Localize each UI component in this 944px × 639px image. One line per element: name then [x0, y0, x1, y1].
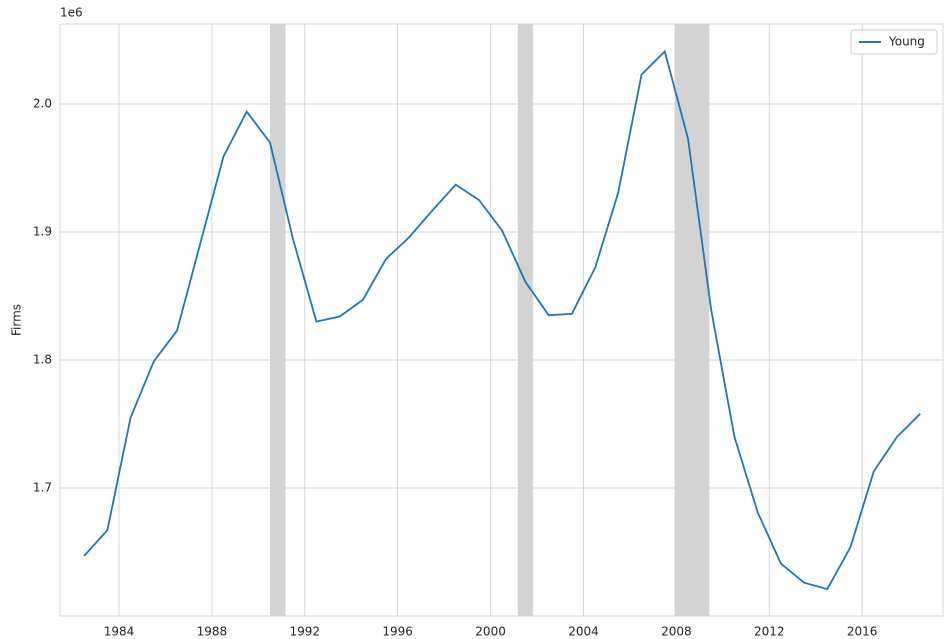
x-tick-label: 2008: [661, 625, 692, 639]
y-tick-label: 1.9: [33, 225, 52, 239]
x-tick-label: 1984: [104, 625, 135, 639]
y-tick-label: 2.0: [33, 97, 52, 111]
recession-band: [517, 24, 534, 616]
legend-box: [850, 29, 938, 55]
plot-frame: [59, 23, 944, 617]
x-tick-label: 1988: [197, 625, 228, 639]
x-tick-label: 1996: [382, 625, 413, 639]
recession-band: [269, 24, 286, 616]
y-tick-label: 1.8: [33, 353, 52, 367]
legend-label: Young: [888, 35, 925, 49]
legend: Young: [850, 29, 938, 55]
y-axis-label: Firms: [10, 304, 24, 336]
y-offset-label: 1e6: [60, 6, 83, 20]
x-tick-label: 2004: [568, 625, 599, 639]
y-tick-label: 1.7: [33, 481, 52, 495]
data-line: [83, 49, 921, 591]
x-tick-label: 1992: [290, 625, 321, 639]
x-tick-label: 2012: [754, 625, 785, 639]
recession-band: [674, 24, 710, 616]
x-tick-label: 2000: [475, 625, 506, 639]
x-tick-label: 2016: [847, 625, 878, 639]
